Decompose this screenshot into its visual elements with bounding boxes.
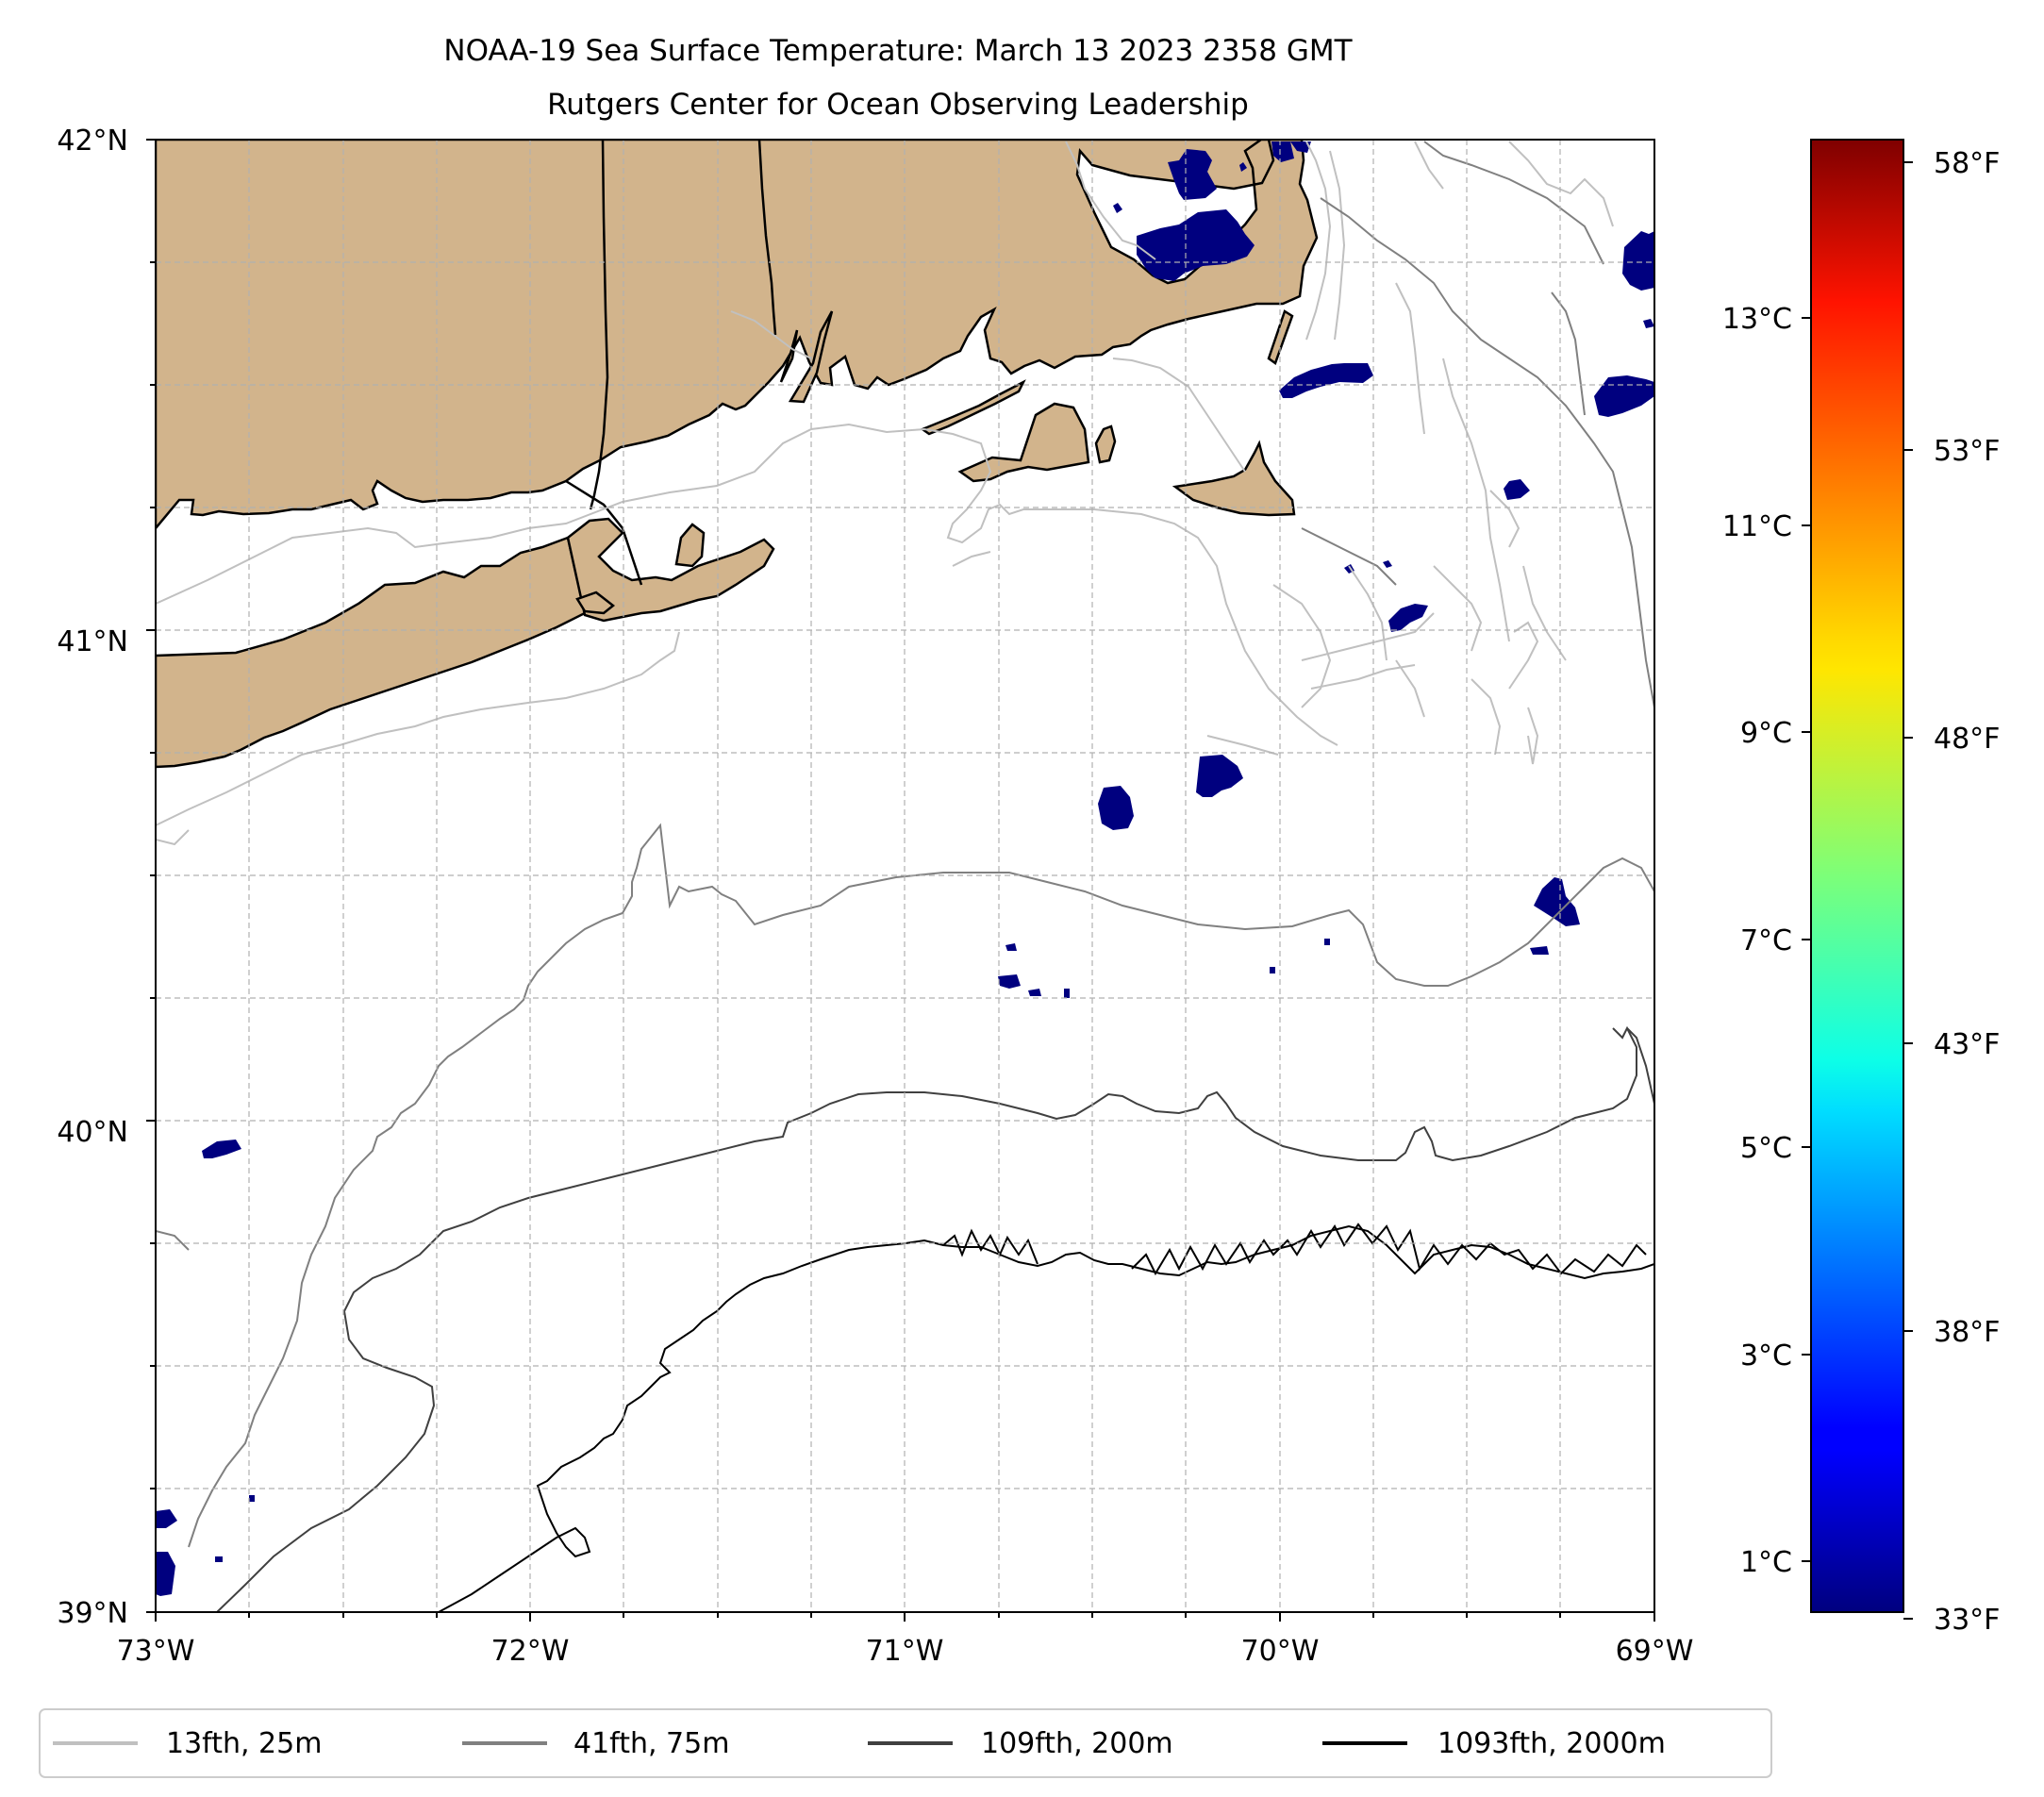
sst-patch bbox=[1028, 989, 1041, 996]
gridlines bbox=[156, 140, 1654, 1612]
colorbar-label-1c: 1°C bbox=[1740, 1546, 1792, 1579]
land bbox=[156, 140, 1319, 769]
sst-patch bbox=[1383, 560, 1392, 568]
sst-patch bbox=[156, 1509, 177, 1528]
sst-patch bbox=[1137, 209, 1255, 281]
sst-patch bbox=[249, 1495, 255, 1502]
sst-patch bbox=[1064, 989, 1070, 998]
colorbar-label-48f: 48°F bbox=[1934, 723, 2000, 756]
land-gardiners-island bbox=[575, 591, 616, 615]
lat-label-39n: 39°N bbox=[57, 1597, 128, 1630]
legend-label-200m: 109fth, 200m bbox=[981, 1727, 1173, 1760]
sst-patch bbox=[1239, 162, 1247, 172]
sst-patch bbox=[1270, 967, 1275, 973]
land-block-island bbox=[674, 523, 706, 568]
sst-patch bbox=[1324, 939, 1330, 945]
lat-label-42n: 42°N bbox=[57, 125, 128, 158]
sst-patch bbox=[1504, 479, 1530, 500]
sst-patch bbox=[1196, 755, 1243, 797]
colorbar-label-53f: 53°F bbox=[1934, 435, 2000, 468]
sst-patch bbox=[1534, 877, 1580, 926]
axis-ticks bbox=[146, 139, 1655, 1622]
colorbar-label-58f: 58°F bbox=[1934, 147, 2000, 180]
colorbar-celsius-ticks bbox=[1802, 317, 1811, 1562]
state-borders bbox=[565, 140, 777, 586]
land-long-island-north-fork bbox=[566, 517, 775, 623]
colorbar-label-5c: 5°C bbox=[1740, 1132, 1792, 1165]
legend: 13fth, 25m 41fth, 75m 109fth, 200m 1093f… bbox=[39, 1708, 1772, 1778]
colorbar-label-7c: 7°C bbox=[1740, 924, 1792, 957]
legend-label-2000m: 1093fth, 2000m bbox=[1437, 1727, 1666, 1760]
lon-label-72w: 72°W bbox=[491, 1635, 570, 1668]
sst-patch bbox=[1622, 231, 1654, 291]
map-area: 73°W 72°W 71°W 70°W 69°W 42°N 41°N 40°N … bbox=[57, 125, 1693, 1668]
sst-patch bbox=[156, 1552, 175, 1596]
title-line-2: Rutgers Center for Ocean Observing Leade… bbox=[547, 88, 1249, 122]
sst-patch bbox=[1594, 375, 1654, 417]
legend-label-75m: 41fth, 75m bbox=[573, 1727, 729, 1760]
sst-cold-patches bbox=[156, 141, 1654, 1596]
lon-label-69w: 69°W bbox=[1616, 1635, 1694, 1668]
bathymetry-200m bbox=[216, 1025, 1654, 1612]
sst-patch bbox=[1113, 203, 1122, 213]
land-elizabeth-islands bbox=[920, 379, 1026, 436]
colorbar-label-11c: 11°C bbox=[1722, 510, 1792, 543]
sst-patch bbox=[1098, 786, 1134, 830]
land-long-island bbox=[156, 536, 587, 769]
land-monomoy bbox=[1267, 309, 1294, 365]
land-nantucket bbox=[1172, 440, 1296, 517]
sst-patch bbox=[1290, 141, 1311, 153]
land-marthas-vineyard bbox=[957, 402, 1090, 483]
sst-patch bbox=[1279, 363, 1373, 398]
sst-patch bbox=[998, 974, 1021, 989]
title-line-1: NOAA-19 Sea Surface Temperature: March 1… bbox=[443, 34, 1353, 68]
sst-patch bbox=[1168, 149, 1217, 200]
sst-patch bbox=[202, 1140, 241, 1158]
bathymetry-75m bbox=[156, 141, 1654, 1548]
colorbar-label-38f: 38°F bbox=[1934, 1316, 2000, 1349]
colorbar: 1°C 3°C 5°C 7°C 9°C 11°C 13°C 33°F 38°F … bbox=[1722, 139, 2000, 1637]
lon-label-70w: 70°W bbox=[1241, 1635, 1320, 1668]
lat-label-40n: 40°N bbox=[57, 1116, 128, 1149]
land-narragansett-island bbox=[788, 310, 834, 404]
sst-patch bbox=[215, 1556, 223, 1562]
sst-patch bbox=[1530, 946, 1549, 955]
colorbar-label-43f: 43°F bbox=[1934, 1028, 2000, 1061]
legend-label-25m: 13fth, 25m bbox=[166, 1727, 322, 1760]
sst-patch bbox=[1271, 141, 1294, 162]
sst-patch bbox=[1388, 604, 1428, 632]
colorbar-label-13c: 13°C bbox=[1722, 303, 1792, 336]
lon-label-71w: 71°W bbox=[866, 1635, 944, 1668]
sst-patch bbox=[1643, 319, 1654, 328]
lon-label-73w: 73°W bbox=[117, 1635, 195, 1668]
land-chappaquiddick bbox=[1094, 424, 1117, 464]
lat-label-41n: 41°N bbox=[57, 625, 128, 658]
sst-patch bbox=[1005, 943, 1017, 951]
colorbar-label-33f: 33°F bbox=[1934, 1604, 2000, 1637]
land-conanicut bbox=[779, 329, 799, 383]
colorbar-label-3c: 3°C bbox=[1740, 1339, 1792, 1373]
colorbar-gradient bbox=[1810, 139, 1904, 1613]
colorbar-label-9c: 9°C bbox=[1740, 717, 1792, 750]
colorbar-fahrenheit-ticks bbox=[1903, 161, 1913, 1620]
